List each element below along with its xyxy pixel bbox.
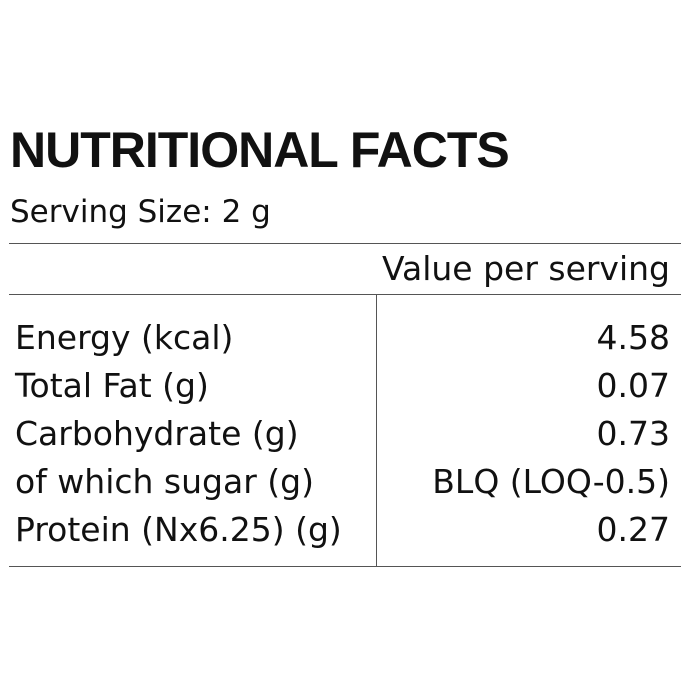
nutrient-name: Energy (kcal) xyxy=(15,318,234,357)
nutrient-name: Total Fat (g) xyxy=(15,366,209,405)
nutrient-value: BLQ (LOQ-0.5) xyxy=(432,462,670,501)
nutrient-value: 0.27 xyxy=(596,510,670,549)
value-column-header: Value per serving xyxy=(381,249,670,288)
nutrient-value: 0.73 xyxy=(596,414,670,453)
top-divider xyxy=(9,243,681,244)
table-row: Total Fat (g) 0.07 xyxy=(0,362,690,410)
nutrient-table: Energy (kcal) 4.58 Total Fat (g) 0.07 Ca… xyxy=(0,314,690,554)
table-row: Protein (Nx6.25) (g) 0.27 xyxy=(0,506,690,554)
nutrient-name: of which sugar (g) xyxy=(15,462,314,501)
bottom-divider xyxy=(9,566,681,567)
table-row: Carbohydrate (g) 0.73 xyxy=(0,410,690,458)
nutrient-name: Carbohydrate (g) xyxy=(15,414,299,453)
table-row: of which sugar (g) BLQ (LOQ-0.5) xyxy=(0,458,690,506)
nutrient-value: 4.58 xyxy=(596,318,670,357)
label-title: NUTRITIONAL FACTS xyxy=(10,122,510,178)
serving-size: Serving Size: 2 g xyxy=(10,194,271,230)
column-divider xyxy=(376,294,377,566)
header-divider xyxy=(9,294,681,295)
nutrient-name: Protein (Nx6.25) (g) xyxy=(15,510,342,549)
table-row: Energy (kcal) 4.58 xyxy=(0,314,690,362)
nutrient-value: 0.07 xyxy=(596,366,670,405)
